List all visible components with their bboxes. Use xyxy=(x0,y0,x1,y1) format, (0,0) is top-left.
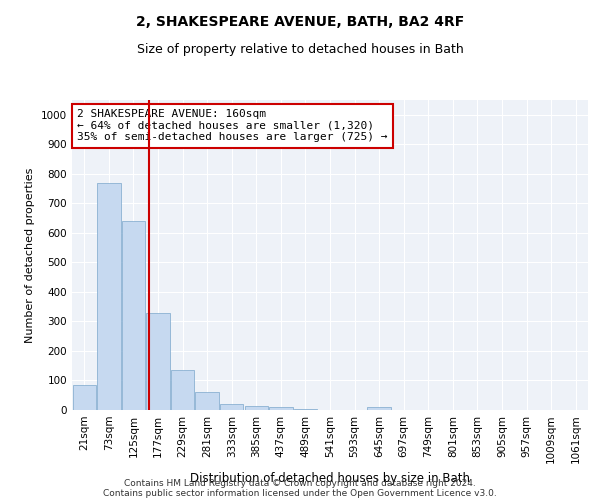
Text: 2 SHAKESPEARE AVENUE: 160sqm
← 64% of detached houses are smaller (1,320)
35% of: 2 SHAKESPEARE AVENUE: 160sqm ← 64% of de… xyxy=(77,110,388,142)
Text: Contains HM Land Registry data © Crown copyright and database right 2024.: Contains HM Land Registry data © Crown c… xyxy=(124,478,476,488)
X-axis label: Distribution of detached houses by size in Bath: Distribution of detached houses by size … xyxy=(190,472,470,485)
Bar xyxy=(171,370,194,410)
Y-axis label: Number of detached properties: Number of detached properties xyxy=(25,168,35,342)
Bar xyxy=(294,408,317,410)
Bar xyxy=(122,221,145,410)
Bar xyxy=(73,385,96,410)
Bar xyxy=(196,392,219,410)
Bar xyxy=(146,312,170,410)
Text: Contains public sector information licensed under the Open Government Licence v3: Contains public sector information licen… xyxy=(103,488,497,498)
Bar xyxy=(269,407,293,410)
Text: Size of property relative to detached houses in Bath: Size of property relative to detached ho… xyxy=(137,42,463,56)
Bar xyxy=(220,404,244,410)
Text: 2, SHAKESPEARE AVENUE, BATH, BA2 4RF: 2, SHAKESPEARE AVENUE, BATH, BA2 4RF xyxy=(136,15,464,29)
Bar xyxy=(245,406,268,410)
Bar xyxy=(97,182,121,410)
Bar xyxy=(367,407,391,410)
